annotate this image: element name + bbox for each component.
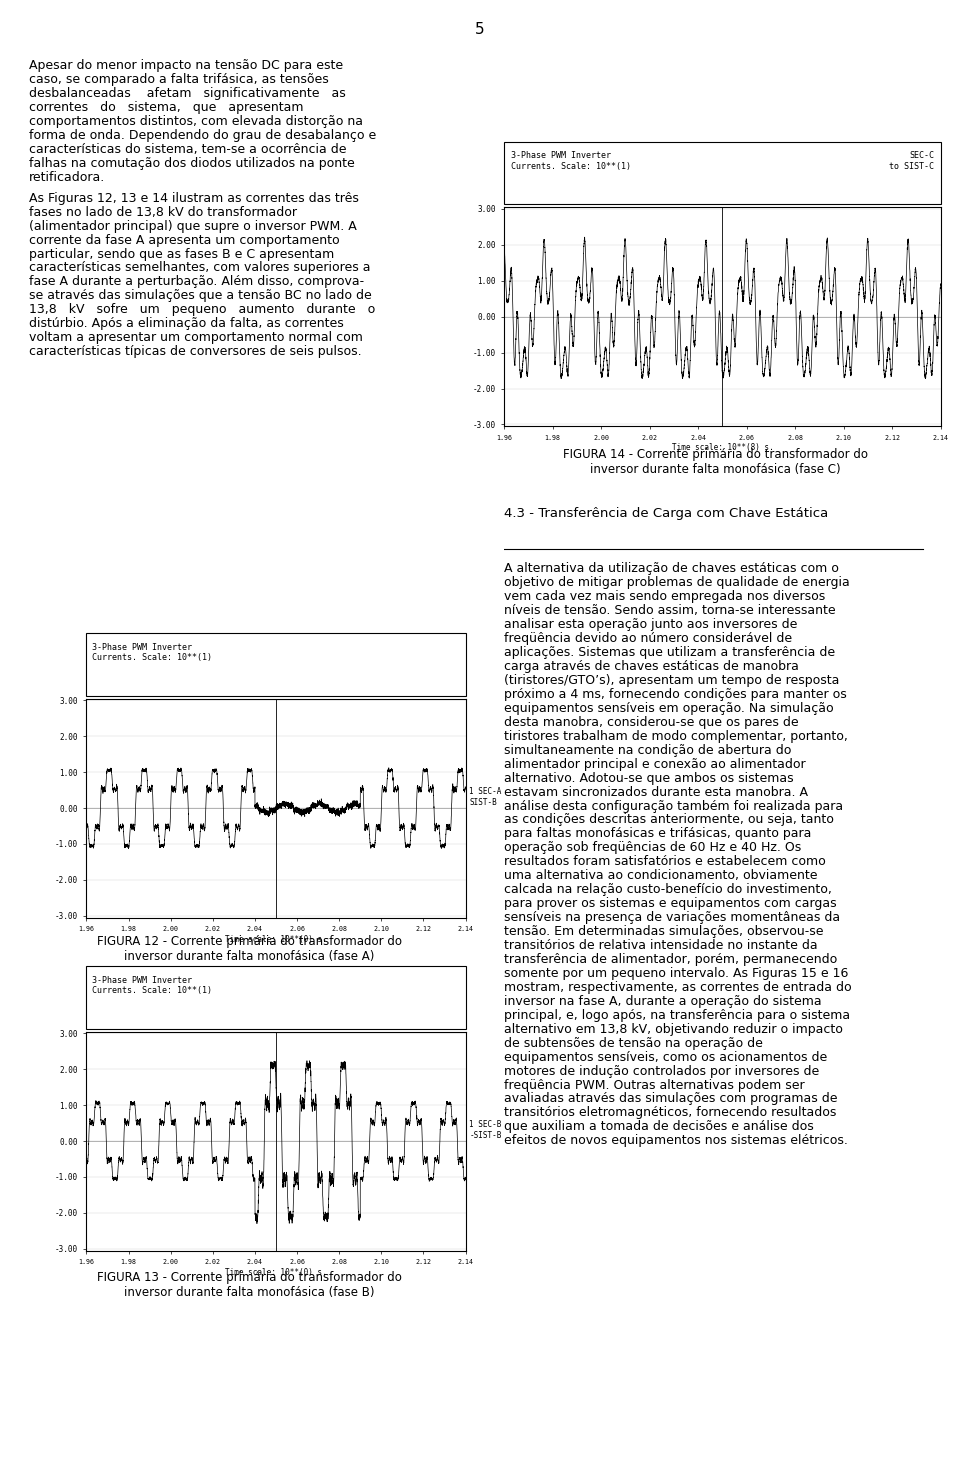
Text: forma de onda. Dependendo do grau de desabalanço e: forma de onda. Dependendo do grau de des… bbox=[29, 129, 376, 142]
Text: mostram, respectivamente, as correntes de entrada do: mostram, respectivamente, as correntes d… bbox=[504, 981, 852, 995]
Text: 3-Phase PWM Inverter
Currents. Scale: 10**(1): 3-Phase PWM Inverter Currents. Scale: 10… bbox=[92, 975, 212, 995]
Text: operação sob freqüências de 60 Hz e 40 Hz. Os: operação sob freqüências de 60 Hz e 40 H… bbox=[504, 842, 802, 854]
Text: FIGURA 12 - Corrente primária do transformador do
inversor durante falta monofás: FIGURA 12 - Corrente primária do transfo… bbox=[97, 935, 402, 962]
Text: para faltas monofásicas e trifásicas, quanto para: para faltas monofásicas e trifásicas, qu… bbox=[504, 827, 811, 841]
Text: (tiristores/GTO’s), apresentam um tempo de resposta: (tiristores/GTO’s), apresentam um tempo … bbox=[504, 673, 839, 687]
Text: particular, sendo que as fases B e C apresentam: particular, sendo que as fases B e C apr… bbox=[29, 247, 334, 260]
Text: freqüência devido ao número considerável de: freqüência devido ao número considerável… bbox=[504, 632, 792, 645]
X-axis label: Time scale: 10**(8) s.: Time scale: 10**(8) s. bbox=[672, 444, 773, 453]
X-axis label: Time scale: 10**(0) s.: Time scale: 10**(0) s. bbox=[226, 1268, 326, 1277]
Text: tensão. Em determinadas simulações, observou-se: tensão. Em determinadas simulações, obse… bbox=[504, 925, 824, 938]
Text: transitórios eletromagnéticos, fornecendo resultados: transitórios eletromagnéticos, fornecend… bbox=[504, 1107, 836, 1119]
Text: 1 SEC-A
SIST-B: 1 SEC-A SIST-B bbox=[469, 787, 502, 807]
Text: desbalanceadas    afetam   significativamente   as: desbalanceadas afetam significativamente… bbox=[29, 87, 346, 101]
Text: tiristores trabalham de modo complementar, portanto,: tiristores trabalham de modo complementa… bbox=[504, 730, 848, 743]
Text: (alimentador principal) que supre o inversor PWM. A: (alimentador principal) que supre o inve… bbox=[29, 219, 356, 232]
Text: fase A durante a perturbação. Além disso, comprova-: fase A durante a perturbação. Além disso… bbox=[29, 275, 364, 289]
Text: próximo a 4 ms, fornecendo condições para manter os: próximo a 4 ms, fornecendo condições par… bbox=[504, 688, 847, 702]
Text: alimentador principal e conexão ao alimentador: alimentador principal e conexão ao alime… bbox=[504, 758, 805, 771]
Text: retificadora.: retificadora. bbox=[29, 170, 105, 184]
Text: Apesar do menor impacto na tensão DC para este: Apesar do menor impacto na tensão DC par… bbox=[29, 59, 343, 73]
Text: comportamentos distintos, com elevada distorção na: comportamentos distintos, com elevada di… bbox=[29, 115, 363, 127]
Text: 1 SEC-B
-SIST-B: 1 SEC-B -SIST-B bbox=[469, 1120, 502, 1140]
X-axis label: Time scale: 10**(0) s.: Time scale: 10**(0) s. bbox=[226, 935, 326, 944]
Text: corrente da fase A apresenta um comportamento: corrente da fase A apresenta um comporta… bbox=[29, 234, 340, 247]
Text: sensíveis na presença de variações momentâneas da: sensíveis na presença de variações momen… bbox=[504, 912, 840, 924]
Text: uma alternativa ao condicionamento, obviamente: uma alternativa ao condicionamento, obvi… bbox=[504, 869, 818, 882]
Text: análise desta configuração também foi realizada para: análise desta configuração também foi re… bbox=[504, 799, 843, 813]
Text: características típicas de conversores de seis pulsos.: características típicas de conversores d… bbox=[29, 345, 361, 358]
Text: calcada na relação custo-benefício do investimento,: calcada na relação custo-benefício do in… bbox=[504, 884, 832, 897]
Text: 13,8   kV   sofre   um   pequeno   aumento   durante   o: 13,8 kV sofre um pequeno aumento durante… bbox=[29, 303, 375, 317]
Text: inversor na fase A, durante a operação do sistema: inversor na fase A, durante a operação d… bbox=[504, 995, 822, 1008]
Text: FIGURA 14 - Corrente primária do transformador do
inversor durante falta monofás: FIGURA 14 - Corrente primária do transfo… bbox=[563, 448, 868, 475]
Text: SEC-C
to SIST-C: SEC-C to SIST-C bbox=[889, 151, 934, 170]
Text: somente por um pequeno intervalo. As Figuras 15 e 16: somente por um pequeno intervalo. As Fig… bbox=[504, 966, 849, 980]
Text: 5: 5 bbox=[475, 22, 485, 37]
Text: desta manobra, considerou-se que os pares de: desta manobra, considerou-se que os pare… bbox=[504, 716, 799, 728]
Text: falhas na comutação dos diodos utilizados na ponte: falhas na comutação dos diodos utilizado… bbox=[29, 157, 354, 170]
Text: 3-Phase PWM Inverter
Currents. Scale: 10**(1): 3-Phase PWM Inverter Currents. Scale: 10… bbox=[511, 151, 631, 170]
Text: freqüência PWM. Outras alternativas podem ser: freqüência PWM. Outras alternativas pode… bbox=[504, 1079, 804, 1092]
Text: principal, e, logo após, na transferência para o sistema: principal, e, logo após, na transferênci… bbox=[504, 1009, 851, 1021]
Text: características do sistema, tem-se a ocorrência de: características do sistema, tem-se a oco… bbox=[29, 144, 347, 155]
Text: para prover os sistemas e equipamentos com cargas: para prover os sistemas e equipamentos c… bbox=[504, 897, 836, 910]
Text: vem cada vez mais sendo empregada nos diversos: vem cada vez mais sendo empregada nos di… bbox=[504, 591, 826, 604]
Text: transferência de alimentador, porém, permanecendo: transferência de alimentador, porém, per… bbox=[504, 953, 837, 966]
Text: níveis de tensão. Sendo assim, torna-se interessante: níveis de tensão. Sendo assim, torna-se … bbox=[504, 604, 835, 617]
Text: FIGURA 13 - Corrente primária do transformador do
inversor durante falta monofás: FIGURA 13 - Corrente primária do transfo… bbox=[97, 1271, 402, 1298]
Text: transitórios de relativa intensidade no instante da: transitórios de relativa intensidade no … bbox=[504, 938, 818, 952]
Text: de subtensões de tensão na operação de: de subtensões de tensão na operação de bbox=[504, 1036, 763, 1049]
Text: que auxiliam a tomada de decisões e análise dos: que auxiliam a tomada de decisões e anál… bbox=[504, 1120, 814, 1134]
Text: distúrbio. Após a eliminação da falta, as correntes: distúrbio. Após a eliminação da falta, a… bbox=[29, 317, 344, 330]
Text: objetivo de mitigar problemas de qualidade de energia: objetivo de mitigar problemas de qualida… bbox=[504, 576, 850, 589]
Text: fases no lado de 13,8 kV do transformador: fases no lado de 13,8 kV do transformado… bbox=[29, 206, 297, 219]
Text: alternativo em 13,8 kV, objetivando reduzir o impacto: alternativo em 13,8 kV, objetivando redu… bbox=[504, 1023, 843, 1036]
Text: características semelhantes, com valores superiores a: características semelhantes, com valores… bbox=[29, 262, 371, 274]
Text: correntes   do   sistema,   que   apresentam: correntes do sistema, que apresentam bbox=[29, 101, 303, 114]
Text: as condições descritas anteriormente, ou seja, tanto: as condições descritas anteriormente, ou… bbox=[504, 814, 834, 826]
Text: estavam sincronizados durante esta manobra. A: estavam sincronizados durante esta manob… bbox=[504, 786, 808, 799]
Text: aplicações. Sistemas que utilizam a transferência de: aplicações. Sistemas que utilizam a tran… bbox=[504, 647, 835, 659]
Text: A alternativa da utilização de chaves estáticas com o: A alternativa da utilização de chaves es… bbox=[504, 562, 839, 576]
Text: analisar esta operação junto aos inversores de: analisar esta operação junto aos inverso… bbox=[504, 619, 798, 630]
Text: 3-Phase PWM Inverter
Currents. Scale: 10**(1): 3-Phase PWM Inverter Currents. Scale: 10… bbox=[92, 642, 212, 662]
Text: caso, se comparado a falta trifásica, as tensões: caso, se comparado a falta trifásica, as… bbox=[29, 73, 328, 86]
Text: se através das simulações que a tensão BC no lado de: se através das simulações que a tensão B… bbox=[29, 290, 372, 302]
Text: equipamentos sensíveis, como os acionamentos de: equipamentos sensíveis, como os acioname… bbox=[504, 1051, 828, 1064]
Text: resultados foram satisfatórios e estabelecem como: resultados foram satisfatórios e estabel… bbox=[504, 855, 826, 869]
Text: avaliadas através das simulações com programas de: avaliadas através das simulações com pro… bbox=[504, 1092, 837, 1106]
Text: motores de indução controlados por inversores de: motores de indução controlados por inver… bbox=[504, 1064, 819, 1077]
Text: 4.3 - Transferência de Carga com Chave Estática: 4.3 - Transferência de Carga com Chave E… bbox=[504, 508, 828, 519]
Text: equipamentos sensíveis em operação. Na simulação: equipamentos sensíveis em operação. Na s… bbox=[504, 702, 833, 715]
Text: efeitos de novos equipamentos nos sistemas elétricos.: efeitos de novos equipamentos nos sistem… bbox=[504, 1134, 848, 1147]
Text: carga através de chaves estáticas de manobra: carga através de chaves estáticas de man… bbox=[504, 660, 799, 673]
Text: As Figuras 12, 13 e 14 ilustram as correntes das três: As Figuras 12, 13 e 14 ilustram as corre… bbox=[29, 192, 359, 204]
Text: voltam a apresentar um comportamento normal com: voltam a apresentar um comportamento nor… bbox=[29, 332, 363, 345]
Text: simultaneamente na condição de abertura do: simultaneamente na condição de abertura … bbox=[504, 744, 791, 756]
Text: alternativo. Adotou-se que ambos os sistemas: alternativo. Adotou-se que ambos os sist… bbox=[504, 771, 794, 784]
